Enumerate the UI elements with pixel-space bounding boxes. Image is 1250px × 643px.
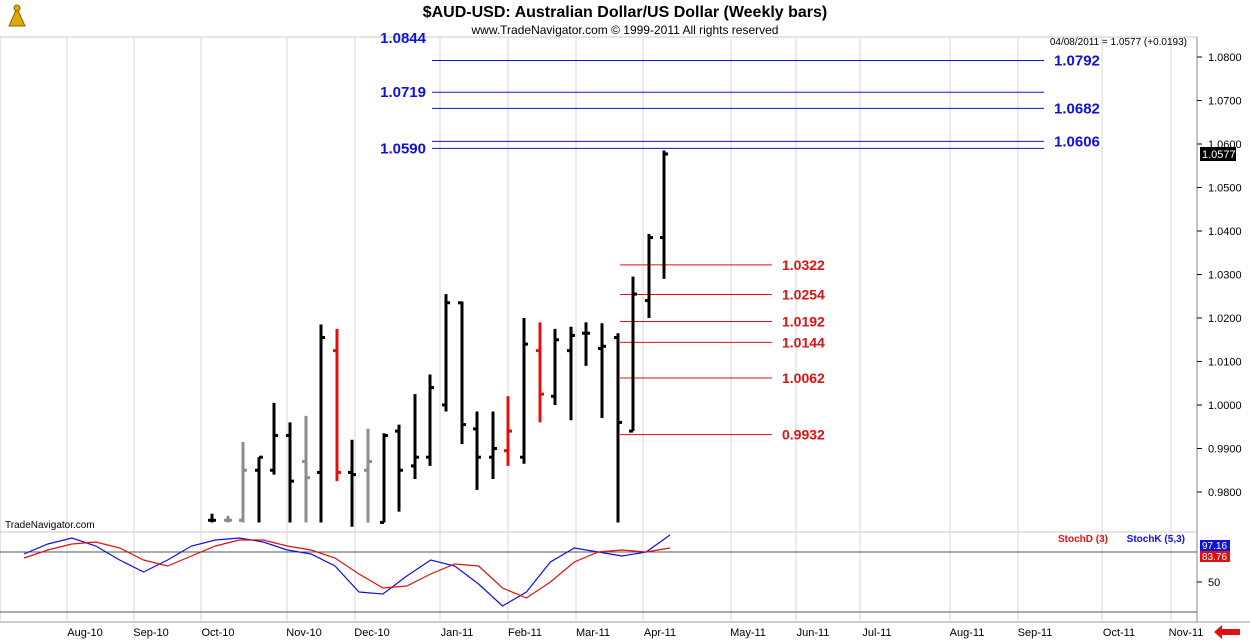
y-tick-label: 1.0300 [1208, 270, 1242, 282]
price-panel [0, 36, 1198, 533]
chart-title: $AUD-USD: Australian Dollar/US Dollar (W… [423, 4, 828, 21]
stoch-k-line [23, 534, 671, 607]
time-gridlines [66, 37, 1172, 622]
ohlc-bar [239, 441, 247, 523]
x-tick-label: Jun-11 [797, 627, 830, 639]
ohlc-bar [567, 326, 575, 421]
x-tick-label: Feb-11 [508, 627, 542, 639]
stoch-k-legend: StochK (5,3) [1127, 534, 1185, 545]
watermark-text: TradeNavigator.com [5, 520, 95, 531]
x-tick-label: Oct-10 [201, 627, 234, 639]
x-tick-label: May-11 [730, 627, 766, 639]
fib-label-blue: 1.0606 [1054, 133, 1100, 150]
ohlc-bar [660, 150, 668, 279]
ohlc-bar [224, 515, 232, 523]
info-line: 04/08/2011 = 1.0577 (+0.0193) [1050, 37, 1187, 48]
ohlc-bar [504, 396, 512, 466]
ohlc-bar [348, 439, 356, 527]
ohlc-bar [270, 402, 278, 475]
stoch-d-line [23, 539, 671, 599]
y-tick-label: 1.0700 [1208, 96, 1242, 108]
time-axis: Aug-10 Sep-10 Oct-10 Nov-10 Dec-10 Jan-11 Feb-… [67, 627, 1203, 639]
fib-label-red: 1.0144 [782, 334, 825, 350]
x-tick-label: Aug-11 [950, 627, 985, 639]
ohlc-bar [645, 234, 653, 318]
stoch-value-badges: 97.16 83.76 [1200, 540, 1230, 563]
app-logo-icon[interactable] [4, 4, 30, 28]
stoch-tick-label: 50 [1208, 577, 1220, 589]
stochastic-panel [0, 531, 1198, 623]
y-tick-label: 1.0400 [1208, 226, 1242, 238]
x-tick-label: Sep-11 [1018, 627, 1053, 639]
y-tick-label: 0.9800 [1208, 487, 1242, 499]
ohlc-bar [286, 422, 294, 523]
ohlc-bar [536, 322, 544, 423]
last-price-label: 1.0577 [1202, 149, 1236, 161]
fib-label-blue: 1.0590 [380, 140, 426, 157]
scroll-left-arrow-icon[interactable] [1214, 625, 1240, 639]
ohlc-bar [380, 433, 388, 524]
x-tick-label: Sep-10 [133, 627, 168, 639]
x-tick-label: Jul-11 [862, 627, 891, 639]
fib-label-red: 1.0254 [782, 287, 825, 303]
y-tick-label: 0.9900 [1208, 444, 1242, 456]
fibonacci-levels: 1.0844 1.0792 1.0719 1.0682 1.0606 1.0590 1.03… [380, 30, 1100, 443]
fib-label-blue: 1.0719 [380, 84, 426, 101]
chart-subtitle: www.TradeNavigator.com © 1999-2011 All r… [471, 23, 779, 37]
stoch-d-legend: StochD (3) [1058, 534, 1108, 545]
x-tick-label: Mar-11 [576, 627, 610, 639]
fib-label-red: 1.0192 [782, 313, 825, 329]
ohlc-bar [302, 415, 310, 523]
ohlc-bar [364, 428, 372, 523]
ohlc-bar [489, 411, 497, 479]
x-tick-label: Oct-11 [1103, 627, 1135, 639]
ohlc-bar [426, 374, 434, 466]
y-tick-label: 1.0500 [1208, 183, 1242, 195]
y-tick-label: 1.0800 [1208, 52, 1242, 64]
ohlc-bar [395, 424, 403, 512]
ohlc-bar [208, 513, 216, 523]
fib-label-red: 1.0062 [782, 370, 825, 386]
fib-label-blue: 1.0844 [380, 30, 427, 47]
ohlc-bar [411, 394, 419, 479]
ohlc-bar [520, 318, 528, 464]
x-tick-label: Dec-10 [354, 627, 389, 639]
price-axis: 1.08001.07001.06001.05001.04001.03001.02… [1197, 52, 1242, 499]
ohlc-bar [317, 324, 325, 523]
stochastic-lines: 50 [0, 534, 1220, 613]
price-bars [208, 150, 668, 527]
ohlc-bar [551, 328, 559, 405]
fib-label-red: 1.0322 [782, 257, 825, 273]
stoch-d-value: 83.76 [1202, 552, 1227, 563]
ohlc-bar [582, 322, 590, 366]
ohlc-bar [629, 276, 637, 433]
ohlc-bar [442, 294, 450, 412]
x-tick-label: Jan-11 [441, 627, 474, 639]
ohlc-bar [614, 333, 622, 523]
ohlc-bar [333, 328, 341, 482]
y-tick-label: 1.0100 [1208, 357, 1242, 369]
ohlc-bar [458, 301, 466, 445]
x-tick-label: Nov-10 [286, 627, 321, 639]
ohlc-bar [598, 323, 606, 419]
y-tick-label: 1.0000 [1208, 400, 1242, 412]
x-tick-label: Apr-11 [644, 627, 676, 639]
stoch-legend: StochD (3) StochK (5,3) [1058, 534, 1185, 545]
x-tick-label: Nov-11 [1169, 627, 1204, 639]
fib-label-red: 0.9932 [782, 427, 825, 443]
ohlc-bar [255, 455, 263, 523]
x-tick-label: Aug-10 [67, 627, 102, 639]
fib-label-blue: 1.0682 [1054, 100, 1100, 117]
y-tick-label: 1.0200 [1208, 313, 1242, 325]
ohlc-bar [473, 411, 481, 490]
stoch-k-value: 97.16 [1202, 541, 1227, 552]
last-price-marker: 1.0577 [1200, 147, 1236, 162]
fib-label-blue: 1.0792 [1054, 52, 1100, 69]
